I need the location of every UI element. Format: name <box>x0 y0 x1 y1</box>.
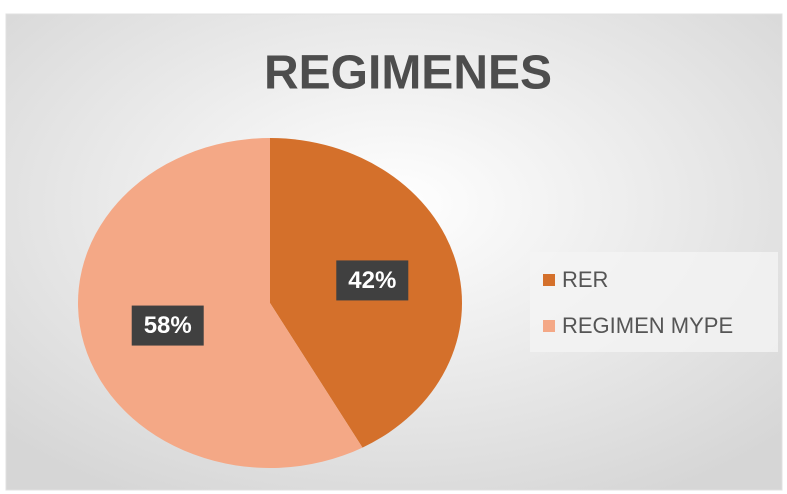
chart-title: REGIMENES <box>264 47 552 100</box>
pie-slice <box>78 138 363 468</box>
data-label-box <box>131 305 204 346</box>
data-label: 42% <box>348 267 396 294</box>
data-label: 58% <box>144 312 192 339</box>
legend-marker <box>543 274 555 286</box>
legend-marker <box>543 320 555 332</box>
legend-label: RER <box>562 267 608 292</box>
legend-label: REGIMEN MYPE <box>562 313 733 338</box>
data-label-box <box>336 260 409 301</box>
legend <box>530 252 778 352</box>
